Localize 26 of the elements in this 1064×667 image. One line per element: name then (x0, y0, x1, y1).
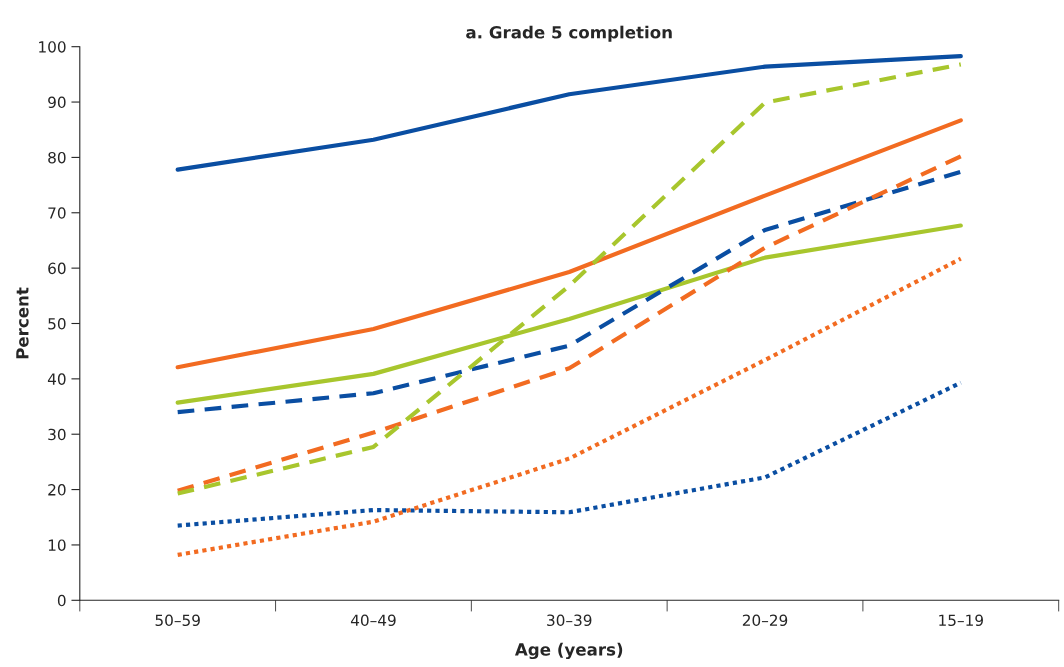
line-series (175, 154, 963, 493)
line-series (175, 62, 963, 496)
line-series (175, 54, 963, 172)
x-tick-label: 20–29 (742, 614, 788, 627)
line-series (175, 380, 963, 528)
y-tick-label: 80 (48, 151, 66, 164)
line-series (175, 256, 963, 557)
y-tick-label: 50 (48, 317, 66, 330)
y-tick-label: 20 (48, 484, 66, 496)
x-tick-label: 50–59 (155, 614, 200, 627)
y-tick-label: 60 (48, 262, 66, 275)
line-series (175, 118, 963, 370)
line-series (175, 169, 963, 415)
y-tick-label: 30 (48, 428, 66, 441)
y-tick-label: 0 (57, 594, 66, 607)
y-tick-label: 10 (48, 539, 66, 551)
y-tick-label: 40 (47, 373, 66, 385)
x-tick-label: 40–49 (350, 614, 396, 627)
x-axis-title: Age (years) (514, 642, 623, 660)
y-tick-label: 90 (48, 96, 66, 109)
y-axis-title: Percent (16, 287, 29, 359)
y-tick-label: 70 (48, 207, 66, 219)
x-tick-label: 15–19 (939, 614, 983, 627)
x-tick-label: 30–39 (547, 614, 592, 627)
chart-title: a. Grade 5 completion (466, 25, 672, 42)
y-tick-label: 100 (39, 41, 66, 53)
